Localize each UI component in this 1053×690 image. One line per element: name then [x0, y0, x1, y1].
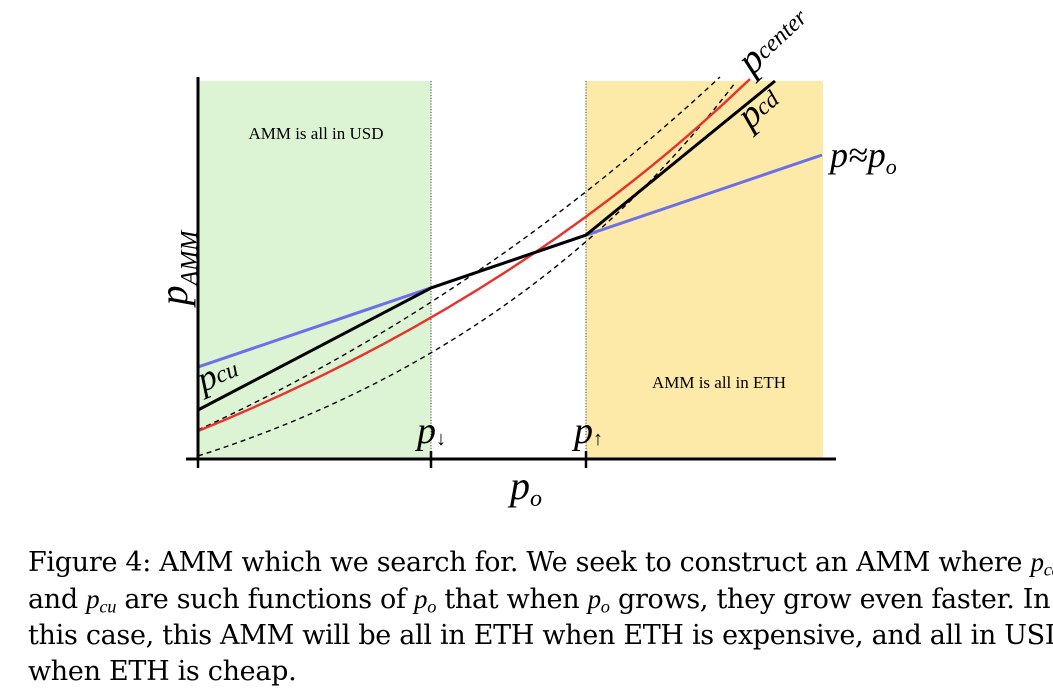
figure-caption: Figure 4: AMM which we search for. We se…: [28, 544, 1038, 690]
caption-math-po-2: po: [588, 584, 610, 614]
usd-region-label: AMM is all in USD: [248, 124, 383, 143]
caption-line-4: when ETH is cheap.: [28, 654, 1038, 690]
x-axis-label: po: [507, 463, 542, 512]
center-curve-label: pcenter: [725, 0, 817, 85]
caption-math-pcd: pcd: [1031, 547, 1053, 577]
caption-line-3: this case, this AMM will be all in ETH w…: [28, 618, 1038, 654]
caption-line-1: Figure 4: AMM which we search for. We se…: [28, 544, 1038, 581]
approx-curve-label: p≈po: [827, 135, 897, 179]
p-down-tick-label: p↓: [414, 410, 446, 452]
eth-region-label: AMM is all in ETH: [652, 373, 786, 392]
caption-math-po: po: [414, 584, 436, 614]
caption-math-pcu: pcu: [86, 584, 116, 614]
caption-line-2: and pcu are such functions of po that wh…: [28, 581, 1038, 618]
y-axis-label: pAMM: [151, 229, 203, 309]
amm-figure: AMM is all in USD AMM is all in ETH pAMM…: [0, 0, 1053, 530]
